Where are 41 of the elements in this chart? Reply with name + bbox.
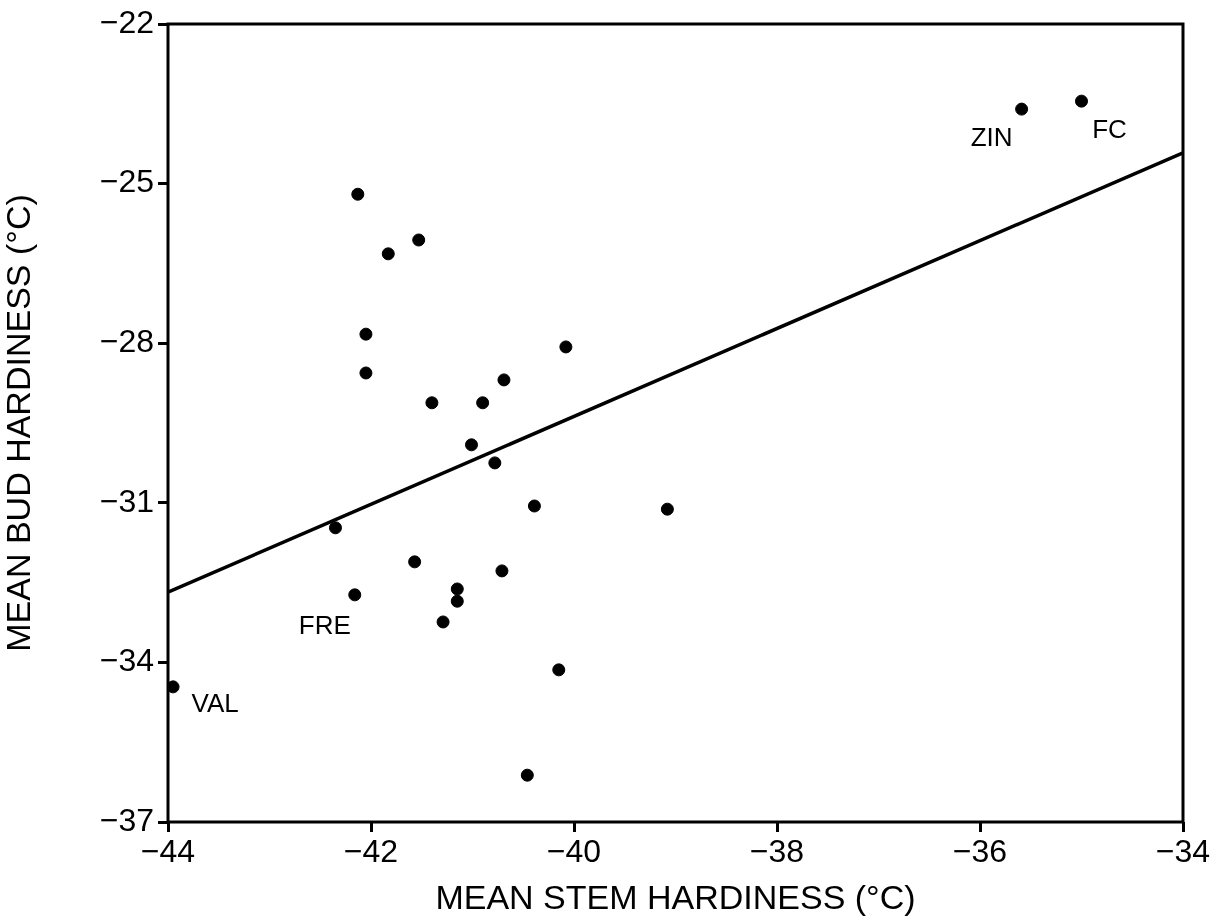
annotation: VAL (191, 688, 239, 719)
x-tick-label: −36 (952, 833, 1008, 870)
y-tick-label: −28 (99, 323, 154, 360)
annotation: FC (1092, 114, 1127, 145)
point (660, 502, 674, 516)
point (168, 680, 180, 694)
point (497, 373, 511, 387)
y-tick-label: −25 (99, 163, 154, 200)
point (552, 663, 566, 677)
y-axis-title: MEAN BUD HARDINESS (°C) (0, 194, 37, 652)
point (1075, 94, 1088, 108)
x-tick-label: −38 (749, 833, 805, 870)
point (359, 327, 373, 341)
annotation: FRE (298, 610, 351, 641)
point (464, 438, 478, 452)
annotation: ZIN (970, 122, 1013, 153)
point (450, 582, 464, 596)
point (476, 396, 490, 410)
point (381, 247, 395, 261)
x-axis-title: MEAN STEM HARDINESS (°C) (435, 877, 916, 916)
point (436, 615, 450, 629)
point (450, 594, 464, 608)
point (348, 588, 362, 602)
point (425, 396, 439, 410)
x-tick-label: −40 (546, 833, 602, 870)
x-tick-label: −42 (343, 833, 399, 870)
point (328, 521, 342, 535)
point (359, 366, 373, 380)
point (495, 564, 509, 578)
point (527, 499, 541, 513)
y-tick-label: −34 (99, 642, 154, 679)
point (488, 456, 502, 470)
point (1015, 102, 1029, 116)
point (408, 555, 422, 569)
point (520, 768, 534, 782)
x-tick-label: −34 (1155, 833, 1211, 870)
y-tick-label: −31 (99, 482, 154, 519)
point (351, 187, 365, 201)
point (412, 233, 426, 247)
y-tick-label: −22 (99, 3, 154, 40)
point (559, 340, 573, 354)
